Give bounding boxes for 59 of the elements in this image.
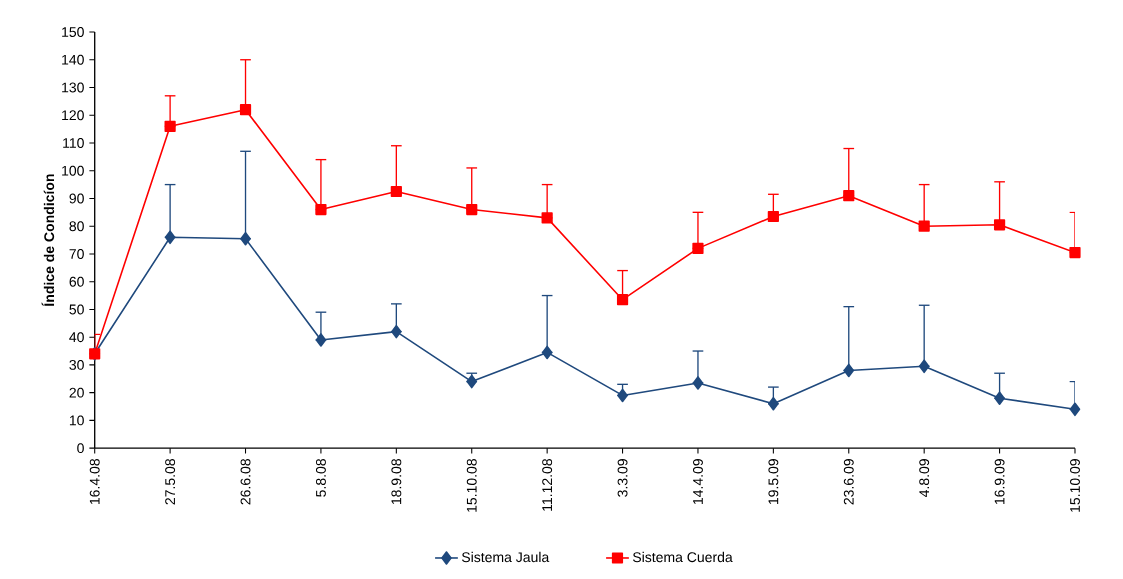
point — [315, 333, 327, 347]
point — [240, 231, 251, 246]
x-tick-label: 4.8.09 — [919, 459, 930, 498]
y-tick-label: 70 — [69, 249, 84, 259]
point — [843, 363, 855, 378]
y-tick-label: 20 — [69, 387, 84, 398]
point — [541, 345, 553, 360]
point — [541, 212, 553, 224]
x-tick-label: 11.12.08 — [542, 459, 553, 511]
y-tick-label: 90 — [69, 193, 84, 204]
x-tick-label: 16.9.09 — [994, 459, 1005, 505]
y-tick-label: 110 — [63, 138, 84, 149]
legend-label: Sistema Cuerda — [632, 551, 733, 563]
y-tick-label: 50 — [69, 304, 84, 315]
legend-label: Sistema Jaula — [461, 551, 550, 563]
point — [993, 219, 1006, 231]
y-tick-label: 150 — [62, 27, 84, 38]
x-tick-label: 5.8.08 — [315, 459, 326, 497]
y-tick-label: 40 — [69, 332, 84, 343]
x-tick-label: 16.4.08 — [89, 459, 100, 505]
x-tick-label: 15.10.09 — [1070, 459, 1080, 512]
point — [466, 374, 478, 389]
y-tick-label: 30 — [69, 360, 84, 370]
x-tick-label: 23.6.09 — [843, 459, 854, 505]
x-tick-label: 3.3.09 — [617, 459, 628, 497]
point — [918, 220, 930, 232]
x-tick-label: 15.10.08 — [466, 459, 477, 512]
point — [164, 120, 176, 133]
y-tick-label: 0 — [77, 443, 84, 454]
x-tick-label: 26.6.08 — [240, 459, 251, 505]
point — [692, 242, 704, 255]
point — [994, 391, 1005, 406]
y-tick-label: 130 — [62, 82, 84, 93]
point — [1069, 247, 1081, 259]
point — [617, 388, 628, 403]
y-tick-label: 10 — [69, 415, 84, 426]
y-tick-label: 100 — [62, 165, 84, 176]
point — [692, 376, 704, 390]
point — [616, 294, 629, 306]
point — [767, 210, 779, 223]
point — [391, 324, 402, 339]
point — [768, 397, 779, 411]
x-tick-label: 14.4.09 — [693, 459, 703, 505]
x-tick-label: 18.9.08 — [391, 459, 402, 505]
x-tick-label: 19.5.09 — [768, 459, 779, 505]
y-tick-label: 140 — [62, 54, 84, 65]
y-tick-label: 80 — [69, 221, 84, 232]
y-tick-label: 60 — [69, 276, 84, 287]
point — [918, 359, 930, 374]
x-tick-label: 27.5.08 — [165, 459, 176, 505]
point — [466, 204, 478, 216]
y-tick-label: 120 — [62, 110, 84, 121]
point — [164, 230, 176, 245]
point — [239, 104, 252, 116]
point — [315, 204, 327, 216]
point — [843, 190, 855, 202]
point — [1069, 402, 1081, 417]
y-axis-title: Índice de Condicíon — [41, 174, 55, 306]
point — [390, 186, 402, 198]
